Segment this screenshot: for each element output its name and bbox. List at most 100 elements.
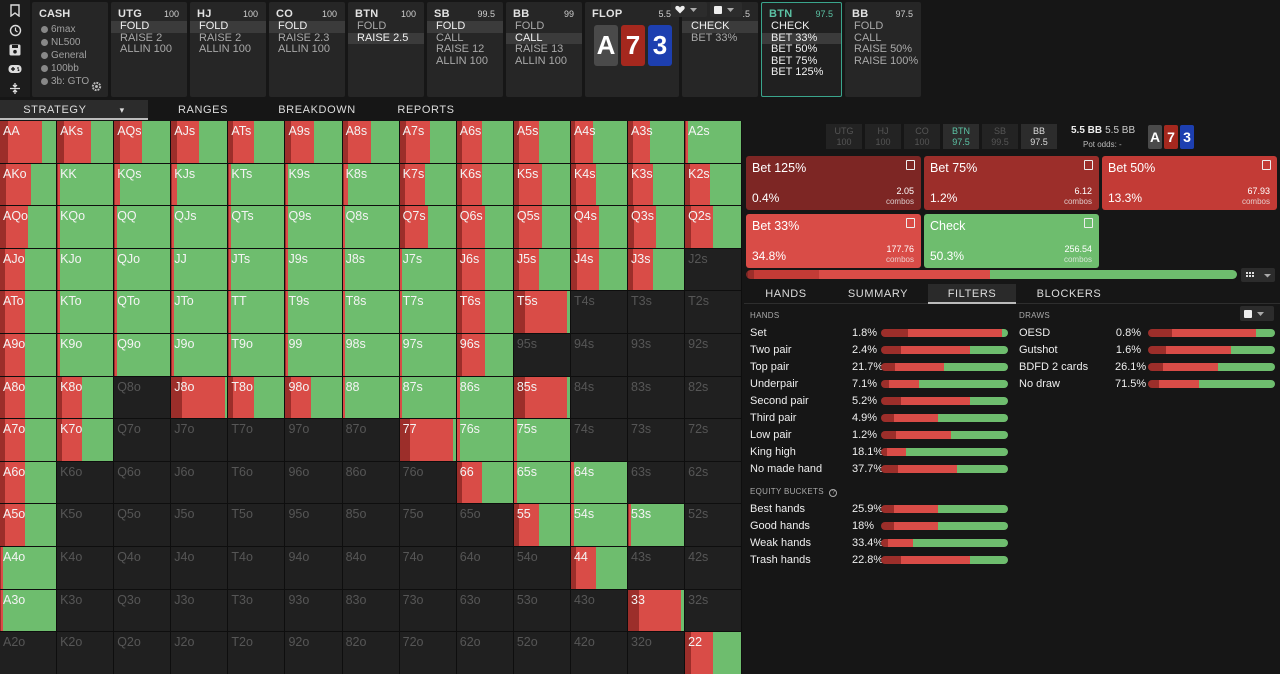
hand-cell[interactable]: 77: [399, 419, 457, 462]
save-icon[interactable]: [5, 41, 25, 58]
filter-row[interactable]: Second pair 5.2%: [750, 392, 1008, 409]
hand-cell[interactable]: K2s: [685, 163, 743, 207]
hand-cell[interactable]: 87s: [399, 376, 457, 420]
action-option[interactable]: FOLD: [190, 20, 266, 33]
hand-cell[interactable]: J4o: [171, 546, 229, 590]
position-bb[interactable]: BB 99 FOLD CALL RAISE 13 ALLIN 100: [506, 2, 582, 97]
action-option[interactable]: CALL: [506, 32, 582, 44]
hand-cell[interactable]: 95o: [285, 504, 343, 547]
game-info-panel[interactable]: CASH 6max NL500 General 100bb 3b: GTO: [32, 2, 108, 97]
gear-icon[interactable]: [91, 81, 102, 92]
hand-cell[interactable]: 99: [285, 333, 343, 377]
hand-cell[interactable]: T2o: [228, 632, 286, 674]
hand-cell[interactable]: Q9o: [114, 333, 172, 377]
hand-cell[interactable]: Q8o: [114, 376, 172, 420]
filter-row[interactable]: Best hands 25.9%: [750, 500, 1008, 517]
history-icon[interactable]: [5, 21, 25, 38]
action-option[interactable]: FOLD: [111, 20, 187, 33]
subtab-filters[interactable]: FILTERS: [928, 284, 1016, 304]
hand-cell[interactable]: 95s: [513, 333, 571, 377]
hand-cell[interactable]: A6s: [456, 121, 514, 164]
action-option[interactable]: ALLIN 100: [278, 43, 330, 55]
position-utg[interactable]: UTG 100 FOLD RAISE 2 ALLIN 100: [111, 2, 187, 97]
hand-cell[interactable]: 72o: [399, 632, 457, 674]
action-option[interactable]: RAISE 2: [199, 31, 242, 44]
hand-cell[interactable]: AKo: [0, 163, 58, 207]
action-option[interactable]: FOLD: [427, 20, 503, 33]
hand-cell[interactable]: 42s: [685, 546, 743, 590]
hand-cell[interactable]: K6s: [456, 163, 514, 207]
hand-cell[interactable]: K9o: [57, 333, 115, 377]
hand-cell[interactable]: AJs: [171, 121, 229, 164]
position-hj[interactable]: HJ 100 FOLD RAISE 2 ALLIN 100: [190, 2, 266, 97]
action-option[interactable]: RAISE 2.3: [278, 31, 330, 44]
filter-row[interactable]: Gutshot 1.6%: [1019, 341, 1275, 358]
filter-row[interactable]: Set 1.8%: [750, 324, 1008, 341]
action-option[interactable]: CHECK: [682, 20, 758, 33]
seat-sb[interactable]: SB 99.5: [982, 124, 1018, 149]
hand-cell[interactable]: J8o: [171, 376, 229, 420]
hand-cell[interactable]: J7o: [171, 419, 229, 462]
hand-cell[interactable]: T8o: [228, 376, 286, 420]
action-option[interactable]: RAISE 2.5: [348, 32, 424, 44]
hand-cell[interactable]: 76s: [456, 419, 514, 462]
hand-cell[interactable]: K6o: [57, 461, 115, 505]
hand-cell[interactable]: 94o: [285, 546, 343, 590]
grid-view-dropdown[interactable]: [1241, 268, 1275, 282]
hand-cell[interactable]: KK: [57, 163, 115, 207]
hand-cell[interactable]: ATo: [0, 291, 58, 334]
hand-cell[interactable]: A6o: [0, 461, 58, 505]
hand-cell[interactable]: 65o: [456, 504, 514, 547]
hand-cell[interactable]: QTo: [114, 291, 172, 334]
hand-cell[interactable]: Q8s: [342, 206, 400, 249]
hand-cell[interactable]: T3o: [228, 589, 286, 633]
hand-cell[interactable]: 32o: [628, 632, 686, 674]
hand-cell[interactable]: QJo: [114, 248, 172, 292]
hand-cell[interactable]: 53s: [628, 504, 686, 547]
hand-cell[interactable]: 42o: [570, 632, 629, 674]
hand-cell[interactable]: 86o: [342, 461, 400, 505]
action-option[interactable]: CHECK: [771, 20, 810, 32]
action-option[interactable]: ALLIN 100: [120, 43, 172, 55]
tab-breakdown[interactable]: BREAKDOWN: [278, 104, 356, 116]
hand-cell[interactable]: T8s: [342, 291, 400, 334]
hand-cell[interactable]: ATs: [228, 121, 286, 164]
hand-cell[interactable]: 32s: [685, 589, 743, 633]
hand-cell[interactable]: Q4o: [114, 546, 172, 590]
hand-cell[interactable]: K2o: [57, 632, 115, 674]
hand-cell[interactable]: 74o: [399, 546, 457, 590]
details-icon[interactable]: [1084, 160, 1093, 170]
hand-cell[interactable]: 52o: [513, 632, 571, 674]
position-btn[interactable]: BTN 100 FOLD RAISE 2.5: [348, 2, 424, 97]
hand-cell[interactable]: Q6s: [456, 206, 514, 249]
hand-cell[interactable]: T5s: [513, 291, 571, 334]
seat-hj[interactable]: HJ 100: [865, 124, 901, 149]
subtab-summary[interactable]: SUMMARY: [847, 288, 909, 300]
action-option[interactable]: RAISE 2: [120, 31, 163, 44]
action-bet-75-[interactable]: Bet 75% 1.2% 6.12 combos: [924, 156, 1099, 210]
action-option[interactable]: BET 33%: [691, 31, 738, 44]
hand-cell[interactable]: 94s: [570, 333, 629, 377]
filter-row[interactable]: Top pair 21.7%: [750, 358, 1008, 375]
hand-cell[interactable]: 33: [628, 589, 686, 633]
hand-cell[interactable]: 64o: [456, 546, 514, 590]
adjust-icon[interactable]: [5, 80, 25, 97]
hand-cell[interactable]: 43o: [570, 589, 629, 633]
hand-cell[interactable]: 76o: [399, 461, 457, 505]
hand-cell[interactable]: 83o: [342, 589, 400, 633]
hand-cell[interactable]: 98s: [342, 333, 400, 377]
hand-cell[interactable]: 96o: [285, 461, 343, 505]
subtab-hands[interactable]: HANDS: [765, 288, 807, 300]
hand-cell[interactable]: K5s: [513, 163, 571, 207]
hand-cell[interactable]: 84o: [342, 546, 400, 590]
hand-cell[interactable]: 84s: [570, 376, 629, 420]
flop-position-btn[interactable]: BTN 97.5 CHECK BET 33% BET 50% BET 75% BET 125…: [761, 2, 842, 97]
hand-cell[interactable]: J3s: [628, 248, 686, 292]
hand-cell[interactable]: T2s: [685, 291, 743, 334]
hand-cell[interactable]: J4s: [570, 248, 629, 292]
hand-cell[interactable]: T3s: [628, 291, 686, 334]
hand-cell[interactable]: 55: [513, 504, 571, 547]
tab-reports[interactable]: REPORTS: [397, 104, 455, 116]
hand-cell[interactable]: J9s: [285, 248, 343, 292]
filter-row[interactable]: BDFD 2 cards 26.1%: [1019, 358, 1275, 375]
